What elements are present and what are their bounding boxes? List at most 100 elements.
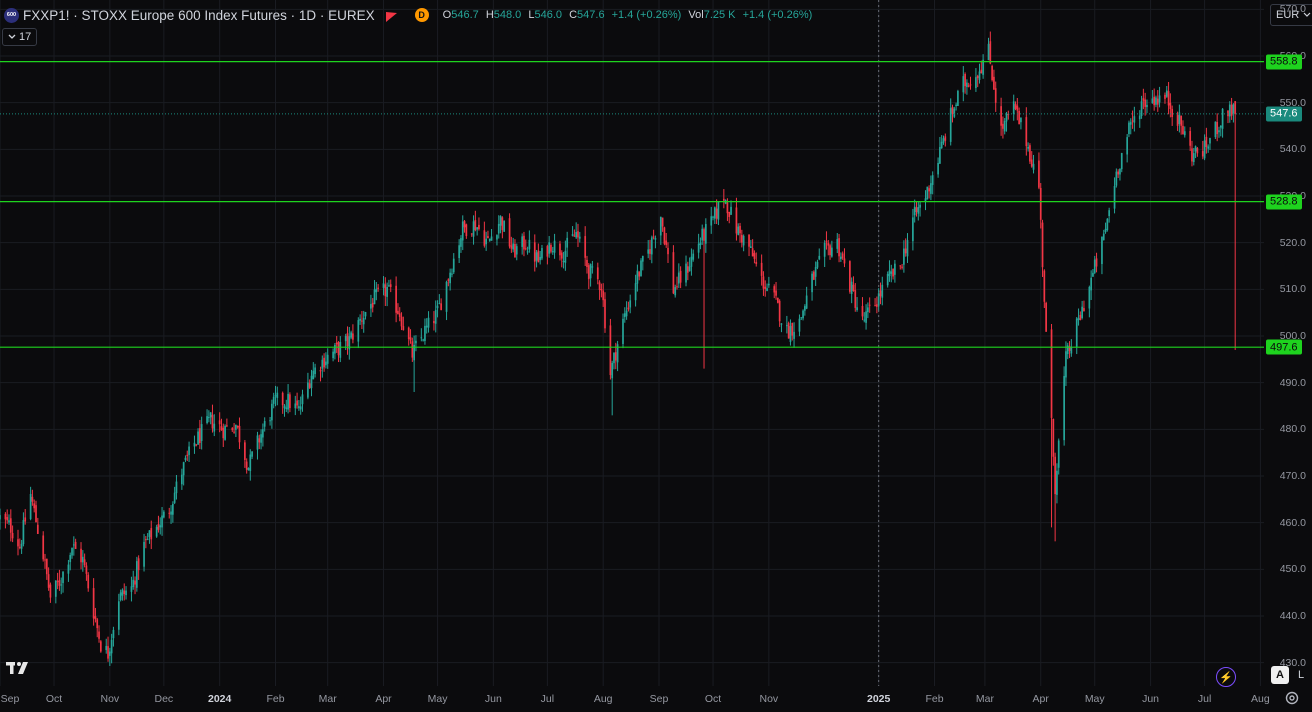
candle-body (1129, 122, 1132, 125)
candle-body (584, 236, 587, 258)
candle-body (238, 425, 241, 443)
last-price-label: 547.6 (1266, 106, 1302, 122)
candle-body (299, 406, 302, 410)
time-axis[interactable]: Sep Oct Nov Dec 2024 Feb Mar Apr May Jun Jul Aug Sep… (0, 686, 1270, 712)
candle-body (1117, 171, 1120, 175)
candle-body (54, 580, 57, 597)
candle-body (704, 224, 707, 244)
candle-body (344, 336, 347, 342)
candle-body (233, 431, 235, 433)
time-tick-label: Aug (593, 693, 613, 705)
tradingview-logo-icon[interactable] (6, 660, 34, 676)
lightning-icon[interactable]: ⚡ (1216, 667, 1236, 687)
candle-body (483, 230, 486, 246)
candle-body (478, 224, 480, 230)
chart-pane[interactable] (0, 0, 1264, 686)
candle-body (967, 85, 970, 87)
time-tick-label: 2024 (207, 693, 232, 705)
candle-body (1068, 346, 1071, 351)
high-label: H (485, 9, 494, 21)
candle-body (717, 202, 720, 220)
candle-body (586, 259, 588, 268)
gear-icon[interactable] (1284, 690, 1300, 706)
candle-body (890, 271, 893, 274)
candle-body (964, 73, 966, 87)
candle-body (1203, 140, 1206, 159)
candle-body (753, 253, 756, 259)
candle-body (690, 256, 693, 267)
ohlc-values: O546.7 H548.0 L546.0 C547.6 +1.4 (+0.26%… (443, 9, 817, 21)
candle-body (676, 286, 678, 288)
candle-body (150, 528, 153, 540)
candle-body (135, 561, 138, 588)
candle-body (42, 535, 45, 560)
candle-body (148, 530, 151, 538)
candle-body (350, 332, 352, 338)
candle-body (1140, 101, 1143, 116)
candle-body (649, 249, 651, 254)
candle-body (661, 217, 664, 227)
candle-body (1205, 136, 1208, 147)
candle-body (49, 584, 52, 598)
candle-body (1113, 186, 1116, 209)
candle-body (904, 248, 907, 254)
candle-body (874, 305, 876, 307)
candle-body (1075, 318, 1078, 347)
candle-body (24, 517, 27, 522)
candle-body (728, 211, 731, 217)
candle-body (789, 326, 792, 342)
currency-button[interactable]: EUR (1270, 4, 1312, 26)
candle-body (928, 188, 930, 192)
candle-body (348, 336, 351, 350)
candle-body (688, 266, 691, 272)
candle-body (195, 444, 198, 446)
candle-body (951, 106, 954, 115)
candlestick-chart[interactable] (0, 0, 1264, 686)
candle-body (953, 108, 956, 117)
symbol-title[interactable]: FXXP1! · STOXX Europe 600 Index Futures … (23, 7, 375, 23)
candle-body (701, 228, 704, 241)
candle-body (740, 234, 743, 243)
candle-body (1164, 94, 1166, 99)
candle-body (627, 307, 630, 310)
candle-body (798, 318, 801, 332)
time-tick-label: Feb (266, 693, 285, 705)
candle-body (107, 646, 109, 659)
candle-body (641, 255, 644, 262)
delayed-data-badge[interactable]: D (414, 8, 429, 22)
candle-body (1077, 318, 1080, 321)
candle-body (879, 290, 882, 297)
candle-body (71, 547, 73, 556)
candle-body (420, 337, 423, 339)
candle-body (310, 375, 313, 389)
time-tick-label: Jul (1197, 693, 1212, 705)
price-tick-label: 440.0 (1279, 610, 1306, 622)
candle-body (508, 218, 511, 247)
candle-body (1003, 121, 1006, 132)
candle-body (407, 327, 410, 340)
candle-body (636, 270, 639, 284)
candle-body (321, 359, 324, 369)
candle-body (461, 221, 464, 241)
candle-body (1153, 96, 1156, 106)
candle-body (371, 302, 374, 308)
log-scale-button[interactable]: L (1297, 669, 1305, 681)
price-tick-label: 500.0 (1279, 330, 1306, 342)
flag-icon[interactable] (385, 7, 397, 23)
candle-body (1002, 123, 1004, 129)
auto-scale-button[interactable]: A (1271, 666, 1289, 684)
candle-body (957, 90, 959, 106)
time-tick-label: Nov (759, 693, 779, 705)
candle-body (173, 492, 176, 503)
candle-body (987, 43, 990, 61)
candle-body (861, 305, 864, 317)
candle-body (470, 233, 473, 235)
open-label: O (442, 9, 452, 21)
candle-body (488, 238, 491, 241)
change-value: +1.4 (+0.26%) (611, 9, 682, 21)
price-axis[interactable]: 430.0 440.0 450.0 460.0 470.0 480.0 490.0 500.0… (1264, 0, 1312, 686)
candle-body (386, 286, 388, 297)
candle-body (523, 235, 525, 250)
candle-body (849, 261, 851, 292)
indicators-toggle-button[interactable]: 17 (2, 28, 38, 46)
